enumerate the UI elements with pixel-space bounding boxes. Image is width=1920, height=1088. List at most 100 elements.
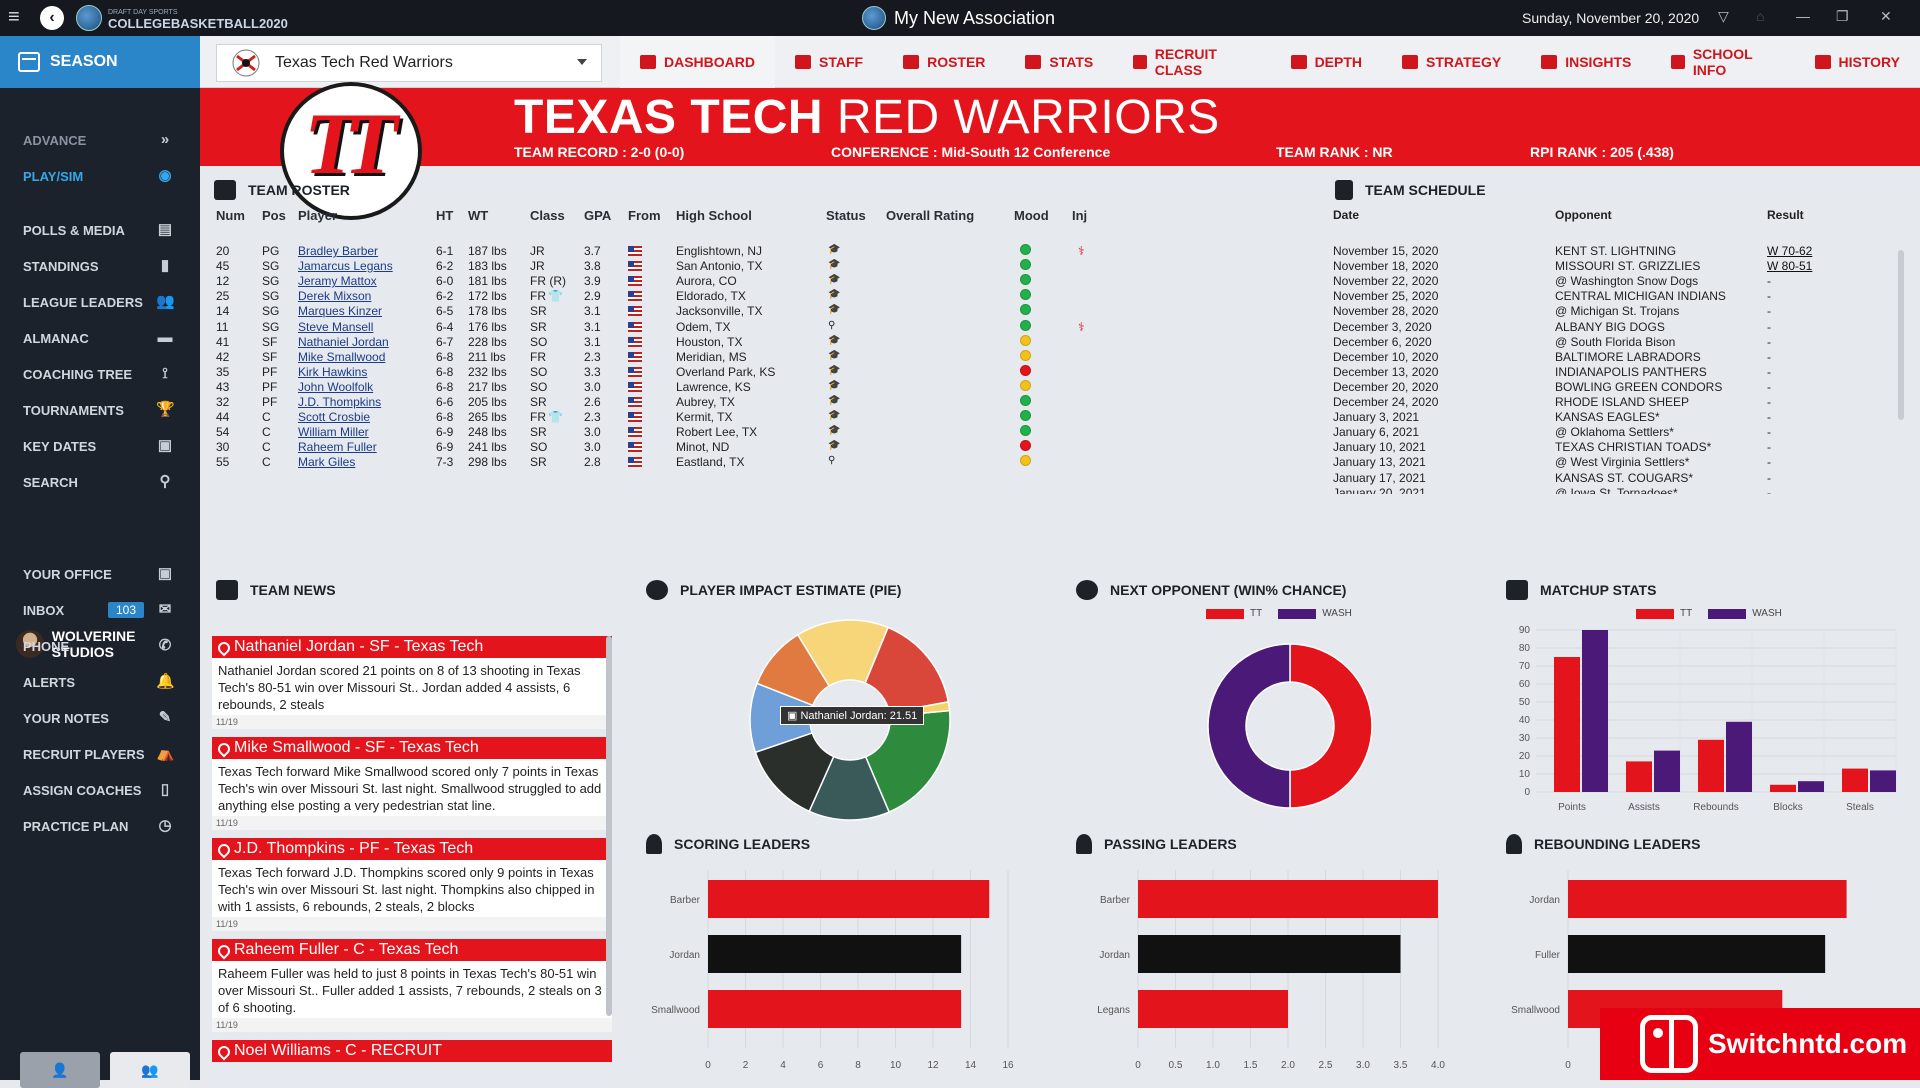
- sidebar-item-search[interactable]: SEARCH ⚲: [0, 462, 200, 502]
- schedule-row[interactable]: January 6, 2021 @ Oklahoma Settlers* -: [1333, 423, 1893, 441]
- game-res[interactable]: -: [1767, 334, 1771, 349]
- season-header[interactable]: SEASON: [0, 36, 200, 88]
- game-res[interactable]: -: [1767, 395, 1771, 409]
- player-name[interactable]: Raheem Fuller: [298, 440, 377, 455]
- news-item[interactable]: Nathaniel Jordan - SF - Texas Tech Nathan…: [212, 636, 612, 729]
- player-name[interactable]: Jeramy Mattox: [298, 274, 377, 289]
- player-name[interactable]: Mike Smallwood: [298, 349, 386, 364]
- schedule-row[interactable]: January 3, 2021 KANSAS EAGLES* -: [1333, 408, 1893, 426]
- schedule-row[interactable]: December 13, 2020 INDIANAPOLIS PANTHERS -: [1333, 363, 1893, 381]
- schedule-row[interactable]: December 24, 2020 RHODE ISLAND SHEEP -: [1333, 393, 1893, 411]
- schedule-row[interactable]: January 10, 2021 TEXAS CHRISTIAN TOADS* -: [1333, 438, 1893, 456]
- game-res[interactable]: -: [1767, 364, 1771, 379]
- news-item[interactable]: Raheem Fuller - C - Texas Tech Raheem Ful…: [212, 939, 612, 1032]
- tab-roster[interactable]: ROSTER: [883, 36, 1005, 88]
- game-res[interactable]: -: [1767, 470, 1771, 485]
- roster-row[interactable]: 41 SF Nathaniel Jordan 6-7 228 lbs SO 3.1 Houst…: [200, 333, 1300, 351]
- player-name[interactable]: Derek Mixson: [298, 289, 372, 304]
- player-name[interactable]: John Woolfolk: [298, 379, 374, 394]
- game-res[interactable]: -: [1767, 410, 1771, 425]
- game-res[interactable]: -: [1767, 379, 1771, 394]
- schedule-row[interactable]: November 25, 2020 CENTRAL MICHIGAN INDIAN…: [1333, 287, 1893, 305]
- sidebar-item-standings[interactable]: STANDINGS ▮: [0, 246, 200, 286]
- bar-tt-steals[interactable]: [1842, 768, 1868, 792]
- sidebar-item-recruit-players[interactable]: RECRUIT PLAYERS ⛺: [0, 734, 200, 774]
- sidebar-item-your-office[interactable]: YOUR OFFICE ▣: [0, 554, 200, 594]
- news-headline[interactable]: J.D. Thompkins - PF - Texas Tech: [212, 838, 612, 860]
- sidebar-item-play-sim[interactable]: PLAY/SIM ◉: [0, 156, 200, 196]
- game-res[interactable]: -: [1767, 304, 1771, 319]
- leader-bar-legans[interactable]: [1138, 990, 1288, 1028]
- leader-bar-jordan[interactable]: [708, 935, 962, 973]
- sidebar-item-practice-plan[interactable]: PRACTICE PLAN ◷: [0, 806, 200, 846]
- player-name[interactable]: Kirk Hawkins: [298, 364, 368, 379]
- multi-profile-button[interactable]: 👥: [110, 1052, 190, 1088]
- player-name[interactable]: Bradley Barber: [298, 244, 379, 258]
- roster-row[interactable]: 25 SG Derek Mixson 6-2 172 lbs FR 2.9 👕 Eldorado…: [200, 287, 1300, 305]
- news-headline[interactable]: Mike Smallwood - SF - Texas Tech: [212, 737, 612, 759]
- bar-tt-assists[interactable]: [1626, 761, 1652, 792]
- dropdown-icon[interactable]: ▽: [1718, 8, 1729, 24]
- team-select[interactable]: Texas Tech Red Warriors: [216, 44, 602, 82]
- schedule-row[interactable]: November 22, 2020 @ Washington Snow Dogs -: [1333, 272, 1893, 290]
- sidebar-item-your-notes[interactable]: YOUR NOTES ✎: [0, 698, 200, 738]
- schedule-row[interactable]: January 13, 2021 @ West Virginia Settlers…: [1333, 453, 1893, 471]
- sidebar-item-coaching-tree[interactable]: COACHING TREE ⟟: [0, 354, 200, 394]
- pie-slice-tt[interactable]: [1289, 643, 1373, 809]
- tab-insights[interactable]: INSIGHTS: [1521, 36, 1651, 88]
- sidebar-item-assign-coaches[interactable]: ASSIGN COACHES ▯: [0, 770, 200, 810]
- news-headline[interactable]: Noel Williams - C - RECRUIT: [212, 1040, 612, 1062]
- tab-stats[interactable]: STATS: [1005, 36, 1113, 88]
- bar-wash-rebounds[interactable]: [1726, 721, 1752, 792]
- bar-tt-points[interactable]: [1554, 657, 1580, 792]
- maximize-button[interactable]: ❐: [1836, 8, 1849, 24]
- game-res[interactable]: -: [1767, 274, 1771, 289]
- roster-col-header[interactable]: Player: [298, 208, 338, 223]
- roster-row[interactable]: 30 C Raheem Fuller 6-9 241 lbs SO 3.0 Minot, ND…: [200, 438, 1300, 456]
- player-name[interactable]: Nathaniel Jordan: [298, 334, 389, 349]
- sidebar-item-alerts[interactable]: ALERTS 🔔: [0, 662, 200, 702]
- roster-col-header[interactable]: Num: [216, 208, 245, 223]
- tab-school-info[interactable]: SCHOOL INFO: [1651, 36, 1794, 88]
- schedule-row[interactable]: December 6, 2020 @ South Florida Bison -: [1333, 333, 1893, 351]
- leader-bar-barber[interactable]: [708, 880, 990, 918]
- news-item[interactable]: J.D. Thompkins - PF - Texas Tech Texas Te…: [212, 838, 612, 931]
- sidebar-item-polls-media[interactable]: POLLS & MEDIA ▤: [0, 210, 200, 250]
- player-name[interactable]: Steve Mansell: [298, 319, 374, 334]
- menu-icon[interactable]: ≡: [8, 6, 20, 28]
- roster-col-header[interactable]: HT: [436, 208, 454, 223]
- roster-row[interactable]: 42 SF Mike Smallwood 6-8 211 lbs FR 2.3 Meridia…: [200, 348, 1300, 366]
- minimize-button[interactable]: —: [1796, 8, 1810, 24]
- bar-wash-blocks[interactable]: [1798, 781, 1824, 792]
- game-res[interactable]: -: [1767, 485, 1771, 494]
- game-res[interactable]: -: [1767, 440, 1771, 455]
- sidebar-item-league-leaders[interactable]: LEAGUE LEADERS 👥: [0, 282, 200, 322]
- roster-col-header[interactable]: GPA: [584, 208, 612, 223]
- roster-col-header[interactable]: Mood: [1014, 208, 1049, 223]
- player-name[interactable]: J.D. Thompkins: [298, 395, 382, 409]
- roster-row[interactable]: 32 PF J.D. Thompkins 6-6 205 lbs SR 2.6 Aubrey,…: [200, 393, 1300, 411]
- game-res[interactable]: -: [1767, 319, 1771, 334]
- roster-col-header[interactable]: High School: [676, 208, 752, 223]
- game-res[interactable]: -: [1767, 289, 1771, 304]
- schedule-scrollbar[interactable]: [1898, 250, 1904, 420]
- leader-bar-jordan[interactable]: [1568, 880, 1847, 918]
- roster-col-header[interactable]: From: [628, 208, 661, 223]
- schedule-row[interactable]: January 17, 2021 KANSAS ST. COUGARS* -: [1333, 469, 1893, 487]
- leader-bar-barber[interactable]: [1138, 880, 1438, 918]
- sidebar-item-inbox[interactable]: INBOX 103 ✉: [0, 590, 200, 630]
- close-button[interactable]: ✕: [1880, 8, 1892, 24]
- roster-row[interactable]: 44 C Scott Crosbie 6-8 265 lbs FR 2.3 👕 Kermit, …: [200, 408, 1300, 426]
- roster-col-header[interactable]: Status: [826, 208, 866, 223]
- tab-history[interactable]: HISTORY: [1795, 36, 1920, 88]
- profile-button[interactable]: 👤: [20, 1052, 100, 1088]
- leader-bar-jordan[interactable]: [1138, 935, 1401, 973]
- tab-strategy[interactable]: STRATEGY: [1382, 36, 1521, 88]
- game-res[interactable]: -: [1767, 455, 1771, 470]
- bar-wash-steals[interactable]: [1870, 770, 1896, 792]
- bar-wash-points[interactable]: [1582, 630, 1608, 792]
- tab-depth[interactable]: DEPTH: [1271, 36, 1382, 88]
- player-name[interactable]: Jamarcus Legans: [298, 259, 393, 274]
- tab-recruit-class[interactable]: RECRUIT CLASS: [1113, 36, 1270, 88]
- sidebar-item-tournaments[interactable]: TOURNAMENTS 🏆: [0, 390, 200, 430]
